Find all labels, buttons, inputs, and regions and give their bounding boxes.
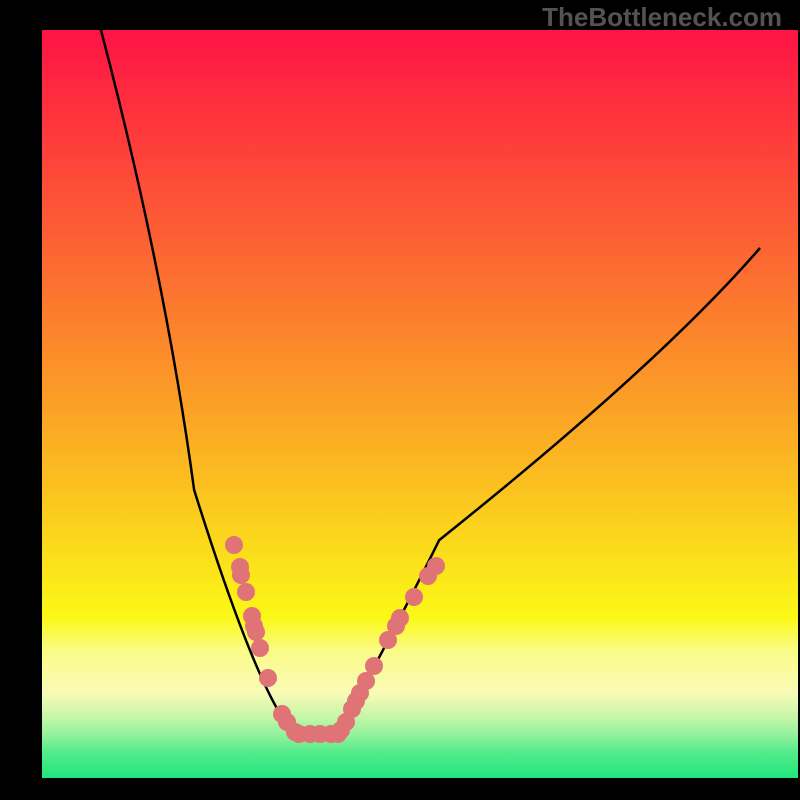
plot-gradient-background	[42, 30, 798, 778]
chart-root: TheBottleneck.com	[0, 0, 800, 800]
data-marker	[247, 623, 265, 641]
data-marker	[259, 669, 277, 687]
plot-border-bottom	[0, 778, 800, 800]
data-marker	[427, 557, 445, 575]
data-marker	[405, 588, 423, 606]
data-marker	[237, 583, 255, 601]
plot-border-left	[0, 0, 42, 800]
data-marker	[391, 609, 409, 627]
watermark-text: TheBottleneck.com	[542, 2, 782, 33]
data-marker	[232, 566, 250, 584]
data-marker	[251, 639, 269, 657]
data-marker	[365, 657, 383, 675]
data-marker	[225, 536, 243, 554]
